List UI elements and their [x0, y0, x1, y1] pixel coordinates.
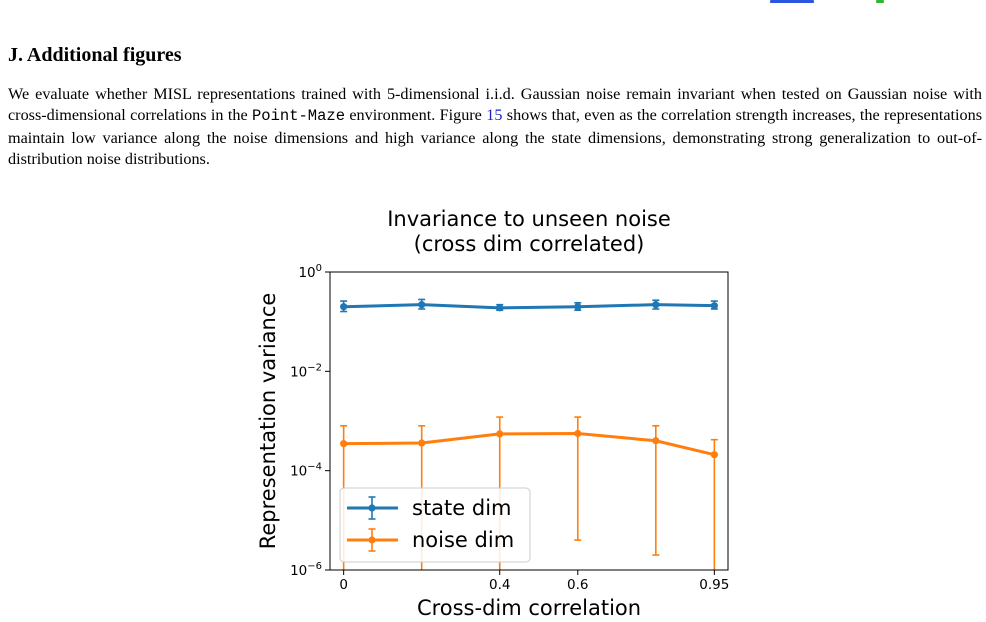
figure-reference-link[interactable]: 15: [486, 106, 503, 125]
tick-layer: 0 0.4 0.6 0.95 100​ 10−2​ 10−4​ 10−6​: [290, 263, 729, 593]
environment-name: Point-Maze: [252, 107, 346, 126]
x-tick-label: 0.6: [567, 577, 588, 593]
legend-swatch-marker: [368, 536, 376, 544]
data-point: [496, 430, 504, 438]
legend: state dim noise dim: [339, 487, 531, 563]
paragraph-text-2: environment. Figure: [345, 106, 487, 125]
data-point: [652, 301, 660, 309]
chart-title-line-1: Invariance to unseen noise: [387, 207, 671, 231]
x-tick-label: 0.95: [699, 577, 729, 593]
legend-label: noise dim: [412, 528, 514, 552]
y-tick-label: 10−2​: [290, 362, 322, 380]
data-point: [340, 440, 348, 448]
legend-entry-noise-dim: noise dim: [347, 528, 514, 552]
y-tick-label: 10−4​: [290, 462, 322, 480]
chart-title-line-2: (cross dim correlated): [414, 232, 645, 256]
top-page-remnant: [0, 0, 986, 6]
legend-label: state dim: [412, 496, 512, 520]
paragraph-text-3: shows that, even as the correlation stre…: [8, 106, 982, 168]
data-point: [340, 303, 348, 311]
x-tick-label: 0: [339, 577, 348, 593]
y-tick-label: 100​: [298, 263, 322, 281]
data-point: [574, 303, 582, 311]
series-state-dim: [340, 298, 718, 313]
legend-swatch-marker: [368, 504, 376, 512]
data-point: [710, 451, 718, 459]
data-point: [710, 302, 718, 310]
section-heading: J. Additional figures: [8, 44, 182, 66]
data-point: [418, 439, 426, 447]
paragraph-text-1: We evaluate whether MISL representations…: [8, 85, 982, 125]
legend-entries: state dim noise dim: [347, 496, 514, 552]
data-point: [574, 429, 582, 438]
y-tick-label: 10−6​: [290, 561, 322, 579]
data-point: [418, 301, 426, 309]
x-tick-label: 0.4: [489, 577, 510, 593]
series-line: [343, 303, 715, 310]
plot-frame: [329, 271, 729, 571]
legend-entry-state-dim: state dim: [347, 496, 512, 520]
data-point: [496, 304, 504, 312]
data-point: [652, 437, 660, 445]
y-axis-label: Representation variance: [256, 293, 280, 550]
x-axis-label: Cross-dim correlation: [417, 596, 641, 620]
series-line: [343, 432, 715, 457]
body-paragraph: We evaluate whether MISL representations…: [8, 84, 982, 170]
